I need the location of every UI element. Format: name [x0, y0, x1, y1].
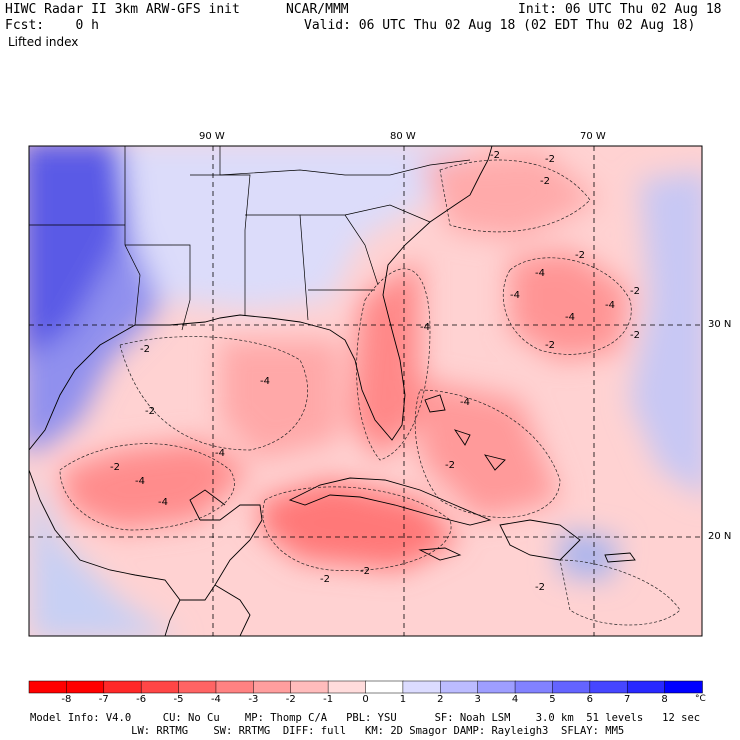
contour-label: -2: [360, 566, 370, 577]
colorbar-swatch: [514, 680, 554, 694]
colorbar-swatch: [589, 680, 628, 694]
graticule: [29, 146, 702, 636]
colorbar-tick-label: 0: [362, 694, 369, 705]
colorbar-tick-label: -1: [323, 694, 334, 705]
contour-label: -4: [565, 312, 575, 323]
colorbar: [28, 680, 703, 694]
colorbar-swatch: [552, 680, 591, 694]
colorbar-tick-label: -4: [210, 694, 221, 705]
contour-label: -4: [460, 397, 470, 408]
colorbar-tick-label: 8: [661, 694, 668, 705]
colorbar-swatch: [664, 680, 703, 694]
model-info-line2: LW: RRTMG SW: RRTMG DIFF: full KM: 2D Sm…: [30, 725, 625, 737]
colorbar-swatch: [253, 680, 292, 694]
colorbar-tick-label: -3: [248, 694, 259, 705]
colorbar-swatch: [327, 680, 367, 694]
colorbar-swatch: [215, 680, 255, 694]
contour-label: -2: [320, 574, 330, 585]
contour-label: -2: [490, 150, 500, 161]
colorbar-tick-label: -6: [136, 694, 147, 705]
lat-label-20n: 20 N: [708, 531, 732, 542]
colorbar-tick-label: 5: [549, 694, 556, 705]
colorbar-tick-label: 7: [624, 694, 631, 705]
state-borders: [29, 146, 471, 331]
colorbar-unit: °C: [695, 694, 706, 704]
contour-label: -2: [630, 330, 640, 341]
lat-label-30n: 30 N: [708, 319, 732, 330]
colorbar-swatch: [365, 680, 404, 694]
colorbar-swatch: [66, 680, 105, 694]
colorbar-tick-label: -8: [61, 694, 72, 705]
contour-label: -4: [260, 376, 270, 387]
contour-label: -2: [110, 462, 120, 473]
colorbar-swatch: [626, 680, 666, 694]
field-shading: [29, 146, 702, 636]
map-frame: [28, 145, 703, 637]
colorbar-tick-label: 3: [474, 694, 481, 705]
colorbar-swatch: [178, 680, 217, 694]
contour-label: -2: [535, 582, 545, 593]
forecast-hour: Fcst: 0 h: [5, 18, 99, 33]
model-info-line1: Model Info: V4.0 CU: No Cu MP: Thomp C/A…: [30, 712, 701, 724]
contour-label: -4: [605, 300, 615, 311]
contour-label: -2: [140, 344, 150, 355]
contour-label: -2: [540, 176, 550, 187]
colorbar-swatch: [28, 680, 68, 694]
colorbar-swatch: [103, 680, 142, 694]
contour-label: -2: [545, 340, 555, 351]
lon-label-80w: 80 W: [390, 131, 416, 142]
valid-time: Valid: 06 UTC Thu 02 Aug 18 (02 EDT Thu …: [304, 18, 696, 33]
lon-label-70w: 70 W: [580, 131, 606, 142]
colorbar-swatch: [290, 680, 329, 694]
colorbar-swatch: [440, 680, 479, 694]
contour-label: -4: [535, 268, 545, 279]
model-title: HIWC Radar II 3km ARW-GFS init: [5, 2, 240, 17]
colorbar-swatch: [402, 680, 442, 694]
init-time: Init: 06 UTC Thu 02 Aug 18: [518, 2, 722, 17]
contours: [59, 159, 681, 626]
contour-label: -4: [135, 476, 145, 487]
colorbar-tick-label: 6: [586, 694, 594, 705]
organization-label: NCAR/MMM: [286, 2, 349, 17]
contour-label: -4: [510, 290, 520, 301]
lon-label-90w: 90 W: [199, 131, 225, 142]
colorbar-swatch: [477, 680, 516, 694]
colorbar-tick-label: 2: [437, 694, 444, 705]
contour-label: -2: [545, 154, 555, 165]
colorbar-tick-label: 1: [399, 694, 407, 705]
colorbar-tick-label: -7: [98, 694, 109, 705]
contour-labels: -2 -2 -2 -2 -4 -4 -2 -4 -4 -2 -2 -4 -2 -4 -2 -4 -4 -4 -2 -2…: [110, 150, 640, 593]
colorbar-tick-label: -2: [285, 694, 296, 705]
colorbar-tick-label: -5: [173, 694, 184, 705]
contour-label: -4: [420, 322, 430, 333]
colorbar-swatch: [140, 680, 180, 694]
contour-label: -4: [215, 448, 225, 459]
contour-label: -2: [575, 250, 585, 261]
contour-label: -2: [630, 286, 640, 297]
contour-label: -4: [158, 497, 168, 508]
contour-label: -2: [145, 406, 155, 417]
field-name: Lifted index: [8, 35, 79, 49]
contour-label: -2: [445, 460, 455, 471]
colorbar-tick-label: 4: [511, 694, 519, 705]
